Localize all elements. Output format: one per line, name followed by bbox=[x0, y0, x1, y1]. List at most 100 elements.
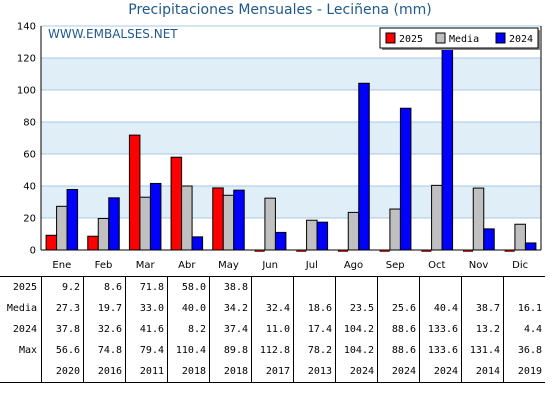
table-cell: 79.4 bbox=[125, 340, 168, 361]
legend-swatch bbox=[435, 32, 446, 44]
table-cell: 11.0 bbox=[251, 319, 294, 340]
table-cell: 71.8 bbox=[125, 276, 168, 298]
table-cell: 2024 bbox=[419, 361, 462, 383]
y-tick-label: 120 bbox=[17, 54, 36, 65]
table-cell: 16.1 bbox=[503, 298, 545, 319]
table-cell: 133.6 bbox=[419, 319, 462, 340]
table-cell: 9.2 bbox=[41, 276, 84, 298]
table-row: Max 56.6 74.8 79.4 110.4 89.8 112.8 78.2 104.2 88… bbox=[0, 340, 545, 361]
table-cell: 8.6 bbox=[83, 276, 126, 298]
table-cell: 2020 bbox=[41, 361, 84, 383]
y-tick-label: 40 bbox=[23, 182, 36, 193]
table-cell: 112.8 bbox=[251, 340, 294, 361]
table-cell: 2018 bbox=[209, 361, 252, 383]
table-cell: 56.6 bbox=[41, 340, 84, 361]
table-cell: 104.2 bbox=[335, 340, 378, 361]
table-cell: 78.2 bbox=[293, 340, 336, 361]
chart-title: Precipitaciones Mensuales - Leciñena (mm… bbox=[128, 2, 432, 18]
bar-2024 bbox=[358, 82, 370, 251]
grid-band bbox=[41, 58, 541, 90]
table-cell: 2024 bbox=[377, 361, 420, 383]
bar-2024 bbox=[399, 107, 412, 251]
table-cell: 88.6 bbox=[377, 319, 420, 340]
table-cell: 25.6 bbox=[377, 298, 420, 319]
grid-lines bbox=[41, 25, 541, 219]
row-label: Media bbox=[6, 303, 37, 314]
x-tick-label: Sep bbox=[386, 260, 405, 271]
x-tick-label: Ago bbox=[344, 260, 363, 271]
table-cell bbox=[335, 276, 378, 298]
bar-2024 bbox=[316, 221, 329, 251]
table-cell: 36.8 bbox=[503, 340, 545, 361]
table-cell: 110.4 bbox=[167, 340, 210, 361]
bar-media bbox=[56, 205, 68, 251]
table-cell: 32.6 bbox=[83, 319, 126, 340]
table-cell: 40.4 bbox=[419, 298, 462, 319]
table-cell: 23.5 bbox=[335, 298, 378, 319]
table-cell: 2016 bbox=[83, 361, 126, 383]
bar-chart: WWW.EMBALSES.NET 0 20 40 60 80 100 120 140 Ene F… bbox=[17, 22, 542, 271]
grid-band bbox=[41, 186, 541, 218]
background-bands bbox=[41, 58, 541, 218]
x-tick-label: Abr bbox=[178, 260, 196, 271]
y-tick-label: 140 bbox=[17, 22, 36, 33]
table-cell: 131.4 bbox=[461, 340, 504, 361]
bar-2025 bbox=[87, 235, 99, 251]
y-tick-label: 100 bbox=[17, 86, 36, 97]
table-row: 2025 9.2 8.6 71.8 58.0 38.8 bbox=[0, 276, 545, 298]
x-tick-label: Mar bbox=[136, 260, 156, 271]
table-cell: 37.4 bbox=[209, 319, 252, 340]
table-cell: 38.7 bbox=[461, 298, 504, 319]
bar-2024 bbox=[483, 228, 495, 251]
bar-2025 bbox=[170, 156, 183, 251]
table-cell: 8.2 bbox=[167, 319, 210, 340]
bar-2024 bbox=[108, 197, 120, 251]
legend-swatch bbox=[385, 32, 396, 44]
table-cell: 88.6 bbox=[377, 340, 420, 361]
table-cell: 38.8 bbox=[209, 276, 252, 298]
bar-media bbox=[306, 219, 318, 251]
bar-media bbox=[431, 184, 443, 251]
table-cell: 104.2 bbox=[335, 319, 378, 340]
table-row: 2024 37.8 32.6 41.6 8.2 37.4 11.0 17.4 104.2 88.6… bbox=[0, 319, 545, 340]
table-cell: 2019 bbox=[503, 361, 545, 383]
table-cell: 89.8 bbox=[209, 340, 252, 361]
x-tick-label: Dic bbox=[512, 260, 528, 271]
table-cell: 13.2 bbox=[461, 319, 504, 340]
data-table: 2025 9.2 8.6 71.8 58.0 38.8 Media 27.3 19.7 33.0 4… bbox=[0, 276, 545, 383]
y-tick-label: 20 bbox=[23, 214, 36, 225]
bar-2024 bbox=[149, 182, 162, 251]
table-cell bbox=[293, 276, 336, 298]
y-tick-label: 80 bbox=[23, 118, 36, 129]
bar-media bbox=[347, 211, 360, 251]
bar-media bbox=[389, 208, 401, 251]
bar-media bbox=[139, 196, 151, 251]
legend-swatch bbox=[495, 32, 506, 44]
table-row: Media 27.3 19.7 33.0 40.0 34.2 32.4 18.6 23.5 25.… bbox=[0, 298, 545, 319]
table-cell: 2024 bbox=[335, 361, 378, 383]
row-label bbox=[0, 361, 42, 383]
bar-2024 bbox=[66, 189, 79, 251]
y-tick-labels: 0 20 40 60 80 100 120 140 bbox=[17, 22, 36, 257]
bar-media bbox=[472, 187, 485, 251]
table-cell: 27.3 bbox=[41, 298, 84, 319]
bar-2025 bbox=[128, 134, 141, 251]
y-tick-label: 0 bbox=[30, 246, 36, 257]
bar-2024 bbox=[524, 242, 537, 251]
bar-media bbox=[264, 197, 276, 251]
table-cell: 58.0 bbox=[167, 276, 210, 298]
bar-2025 bbox=[45, 234, 58, 251]
table-row: 2020 2016 2011 2018 2018 2017 2013 2024 2024 2024… bbox=[0, 361, 545, 383]
bar-2025 bbox=[212, 187, 224, 251]
row-label: 2025 bbox=[0, 276, 42, 298]
bar-media bbox=[97, 217, 110, 251]
x-tick-label: May bbox=[218, 260, 239, 271]
x-tick-labels: Ene Feb Mar Abr May Jun Jul Ago Sep Oct Nov Dic bbox=[52, 260, 528, 271]
bar-2024 bbox=[191, 236, 204, 251]
row-label: Max bbox=[18, 345, 37, 356]
legend: 2025 Media 2024 bbox=[379, 27, 540, 50]
table-cell: 2017 bbox=[251, 361, 294, 383]
axes bbox=[40, 26, 542, 251]
table-cell: 18.6 bbox=[293, 298, 336, 319]
x-tick-label: Ene bbox=[52, 260, 71, 271]
